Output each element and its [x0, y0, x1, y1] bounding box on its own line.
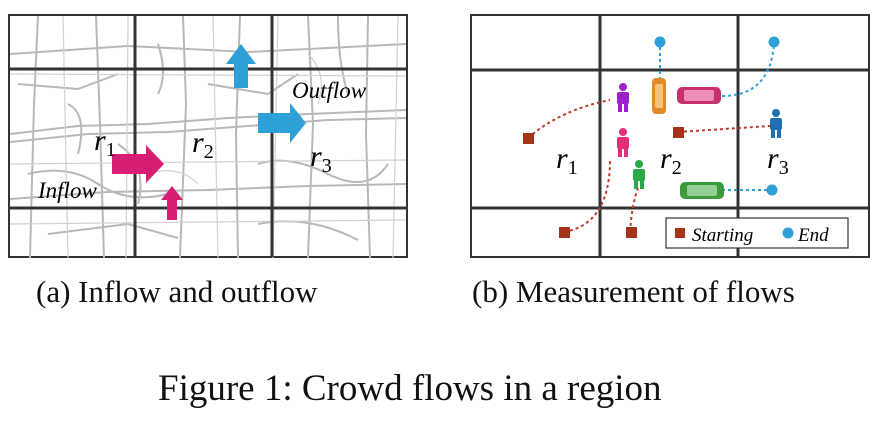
- outflow-arrow-right: [258, 103, 306, 143]
- end-marker: [654, 36, 666, 48]
- region-1-label: r1: [94, 124, 116, 161]
- region-grid: [471, 15, 869, 257]
- legend: Starting End: [665, 217, 849, 249]
- person-icon-blue: [770, 109, 782, 138]
- panel-inflow-outflow: r1 r2 r3 Inflow Outflow: [8, 14, 408, 258]
- inflow-arrow-right: [112, 145, 164, 183]
- city-map: r1 r2 r3 Inflow Outflow: [8, 14, 408, 258]
- start-marker: [523, 133, 534, 144]
- flow-diagram: r1 r2 r3 Starting End: [470, 14, 870, 258]
- trail-start-to-green-person: [629, 187, 639, 233]
- figure-caption: Figure 1: Crowd flows in a region: [158, 368, 662, 409]
- panel-flow-measurement: r1 r2 r3 Starting End: [470, 14, 870, 258]
- person-icon-pink: [617, 128, 629, 157]
- outflow-arrow-up: [226, 44, 256, 88]
- trail-pink-car-to-end: [721, 43, 775, 97]
- inflow-label: Inflow: [37, 178, 97, 203]
- diagram-border: [470, 14, 870, 258]
- region-3-label: r3: [310, 140, 332, 177]
- region-2-label: r2: [660, 142, 682, 179]
- road-network-minor: [9, 15, 407, 258]
- car-icon-orange: [652, 78, 666, 114]
- inflow-arrow-up: [161, 186, 183, 220]
- caption-a: (a) Inflow and outflow: [36, 274, 318, 309]
- region-2-label: r2: [192, 126, 214, 163]
- end-marker: [766, 184, 778, 196]
- region-1-label: r1: [556, 142, 578, 179]
- trail-start-to-pink-person: [563, 159, 611, 233]
- start-marker: [626, 227, 637, 238]
- caption-b: (b) Measurement of flows: [472, 274, 795, 309]
- car-icon-pink: [677, 87, 721, 104]
- legend-end-marker: [782, 227, 794, 239]
- person-icon-green: [633, 160, 645, 189]
- legend-end-label: End: [797, 225, 829, 246]
- legend-start-label: Starting: [692, 225, 753, 246]
- start-marker: [673, 127, 684, 138]
- trail-start-to-purple: [527, 99, 611, 139]
- end-marker: [768, 36, 780, 48]
- outflow-label: Outflow: [292, 78, 367, 103]
- start-marker: [559, 227, 570, 238]
- legend-start-marker: [675, 228, 685, 238]
- region-3-label: r3: [767, 142, 789, 179]
- car-icon-green: [680, 182, 724, 199]
- region-grid: [9, 15, 407, 257]
- person-icon-purple: [617, 83, 629, 112]
